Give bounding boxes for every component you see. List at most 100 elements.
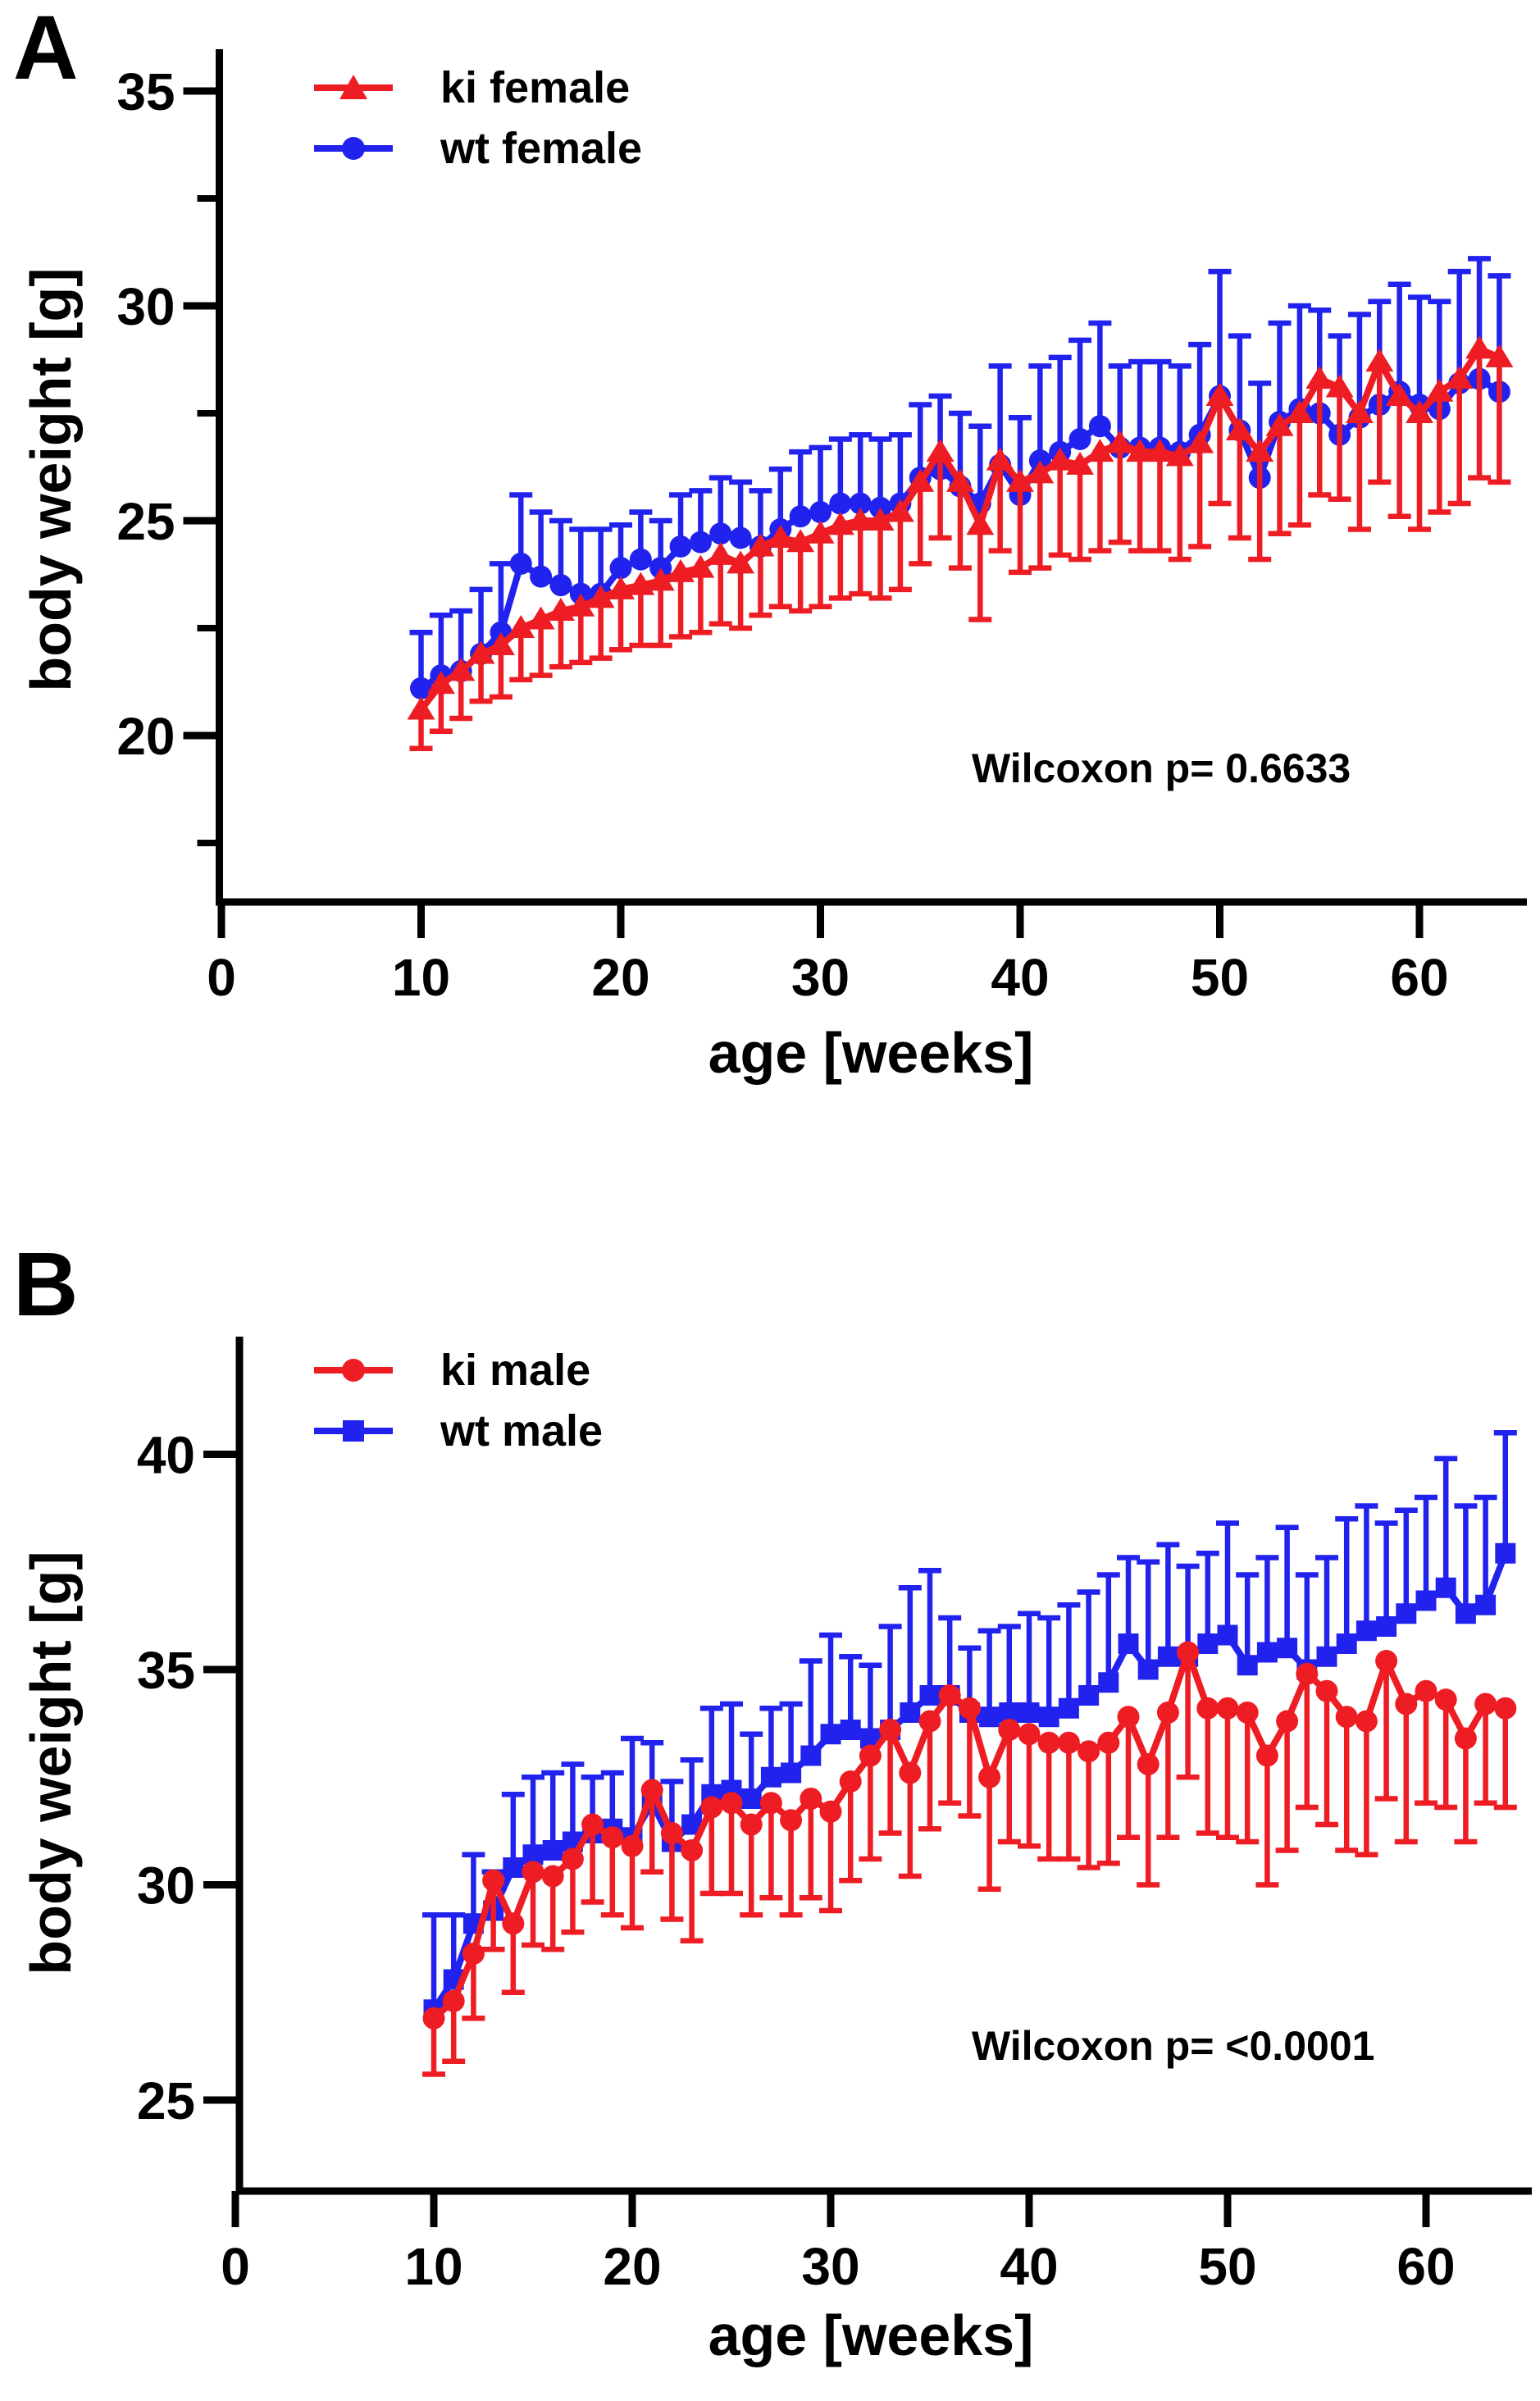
triangle-marker — [1285, 400, 1314, 423]
x-tick-label: 10 — [392, 948, 450, 1007]
triangle-marker — [1325, 374, 1354, 398]
circle-marker — [1474, 1693, 1497, 1715]
legend-item-ki-female: ki female — [314, 63, 642, 112]
circle-marker — [829, 492, 852, 515]
panel-b-letter: B — [13, 1234, 79, 1335]
triangle-marker — [646, 567, 675, 591]
triangle-marker — [1186, 430, 1214, 453]
triangle-marker — [507, 615, 535, 638]
square-marker — [542, 1840, 563, 1861]
circle-marker — [530, 565, 553, 588]
circle-marker — [669, 535, 692, 558]
square-legend-marker-icon — [314, 1415, 393, 1447]
triangle-marker — [447, 658, 476, 681]
triangle-marker — [1126, 439, 1155, 462]
triangle-marker — [526, 606, 555, 630]
triangle-marker — [686, 554, 715, 578]
x-tick-label: 20 — [603, 2237, 661, 2296]
square-marker — [919, 1685, 941, 1706]
x-tick-label: 40 — [1000, 2237, 1058, 2296]
circle-marker — [709, 522, 732, 545]
circle-marker — [1068, 427, 1091, 450]
circle-marker — [1236, 1702, 1259, 1724]
circle-marker — [1415, 1679, 1437, 1702]
square-marker — [1058, 1697, 1079, 1719]
square-marker — [1396, 1603, 1417, 1624]
circle-marker — [1434, 1688, 1457, 1711]
circle-marker — [1454, 1727, 1477, 1750]
x-tick-label: 60 — [1396, 2237, 1455, 2296]
triangle-marker — [706, 541, 735, 565]
triangle-marker — [727, 550, 755, 574]
circle-marker — [581, 1813, 604, 1836]
y-tick-label: 35 — [137, 1641, 195, 1700]
triangle-marker — [1026, 460, 1055, 484]
panel-b-legend: ki male wt male — [314, 1346, 603, 1468]
circle-marker — [1395, 1693, 1418, 1715]
circle-marker — [809, 501, 832, 524]
circle-marker — [1057, 1731, 1080, 1754]
panel-a-wilcoxon-annotation: Wilcoxon p= 0.6633 — [972, 745, 1351, 791]
circle-marker — [839, 1770, 862, 1793]
circle-marker — [1216, 1697, 1239, 1720]
triangle-marker — [846, 508, 875, 531]
circle-marker — [1255, 1744, 1278, 1767]
circle-marker — [1177, 1641, 1200, 1664]
triangle-marker — [1246, 439, 1274, 462]
triangle-marker — [1046, 447, 1074, 471]
x-tick-label: 40 — [991, 948, 1049, 1007]
triangle-marker — [1365, 349, 1394, 372]
circle-marker — [759, 1792, 782, 1815]
square-marker — [1336, 1633, 1357, 1654]
circle-marker — [482, 1869, 505, 1892]
square-marker — [1197, 1633, 1219, 1654]
legend-item-wt-male: wt male — [314, 1406, 604, 1456]
triangle-marker — [986, 447, 1014, 471]
circle-marker — [1335, 1706, 1358, 1729]
triangle-marker — [966, 512, 995, 535]
triangle-marker — [786, 529, 815, 553]
panel-a-letter: A — [13, 0, 79, 98]
circle-marker — [1097, 1731, 1120, 1754]
triangle-marker — [766, 524, 795, 548]
y-tick-label: 20 — [116, 707, 175, 766]
square-marker — [1018, 1702, 1040, 1723]
y-tick-label: 30 — [116, 277, 175, 336]
triangle-marker — [1086, 439, 1114, 462]
square-marker — [1316, 1646, 1337, 1667]
x-tick-label: 60 — [1390, 948, 1448, 1007]
x-tick-label: 50 — [1198, 2237, 1256, 2296]
square-marker — [1137, 1659, 1159, 1680]
triangle-marker — [806, 520, 835, 544]
square-marker — [760, 1766, 781, 1788]
square-marker — [1277, 1638, 1298, 1659]
square-marker — [1415, 1590, 1437, 1611]
circle-marker — [780, 1809, 803, 1832]
legend-label: wt male — [440, 1406, 604, 1456]
triangle-marker — [426, 671, 455, 695]
triangle-icon — [339, 75, 367, 99]
square-marker — [979, 1706, 1000, 1728]
circle-marker — [819, 1800, 842, 1823]
square-marker — [740, 1788, 762, 1809]
square-marker — [900, 1702, 921, 1723]
circle-marker — [800, 1788, 822, 1810]
x-tick-label: 50 — [1191, 948, 1249, 1007]
triangle-marker — [1425, 378, 1454, 402]
circle-marker — [640, 1779, 663, 1802]
circle-marker — [621, 1834, 644, 1857]
y-tick-label: 30 — [137, 1857, 195, 1916]
triangle-marker — [1385, 383, 1414, 407]
panel-a-legend: ki female wt female — [314, 63, 642, 185]
triangle-marker — [407, 696, 435, 720]
circle-marker — [660, 1822, 683, 1844]
square-marker — [1157, 1646, 1178, 1667]
y-tick-label: 40 — [137, 1426, 195, 1485]
circle-marker — [609, 557, 632, 580]
circle-marker — [1078, 1740, 1100, 1763]
circle-marker — [1276, 1710, 1299, 1733]
circle-marker — [879, 1719, 902, 1741]
circle-marker — [849, 492, 872, 515]
x-tick-label: 30 — [791, 948, 850, 1007]
panel-b-wilcoxon-annotation: Wilcoxon p= <0.0001 — [972, 2023, 1375, 2069]
